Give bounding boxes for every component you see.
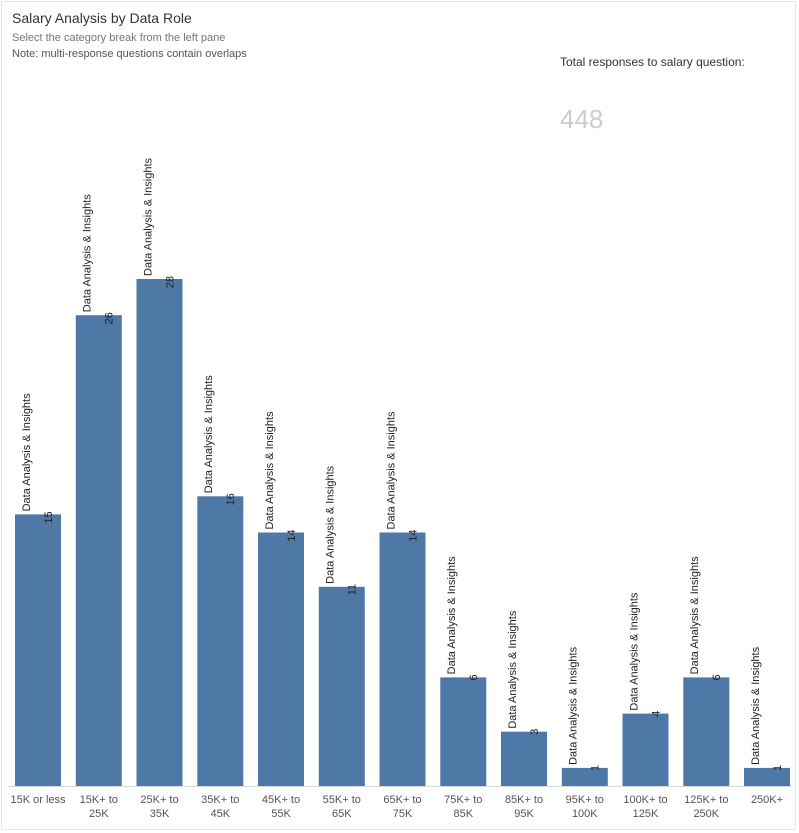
bar-value-label-10: 4	[651, 711, 663, 717]
x-tick-label-11-1: 250K	[693, 808, 719, 820]
bar-7[interactable]	[440, 677, 487, 786]
x-tick-label-6-1: 75K	[393, 808, 413, 820]
x-tick-label-2-1: 35K	[150, 808, 170, 820]
bar-series-label-10: Data Analysis & Insights	[629, 592, 641, 711]
bar-series-label-11: Data Analysis & Insights	[689, 556, 701, 675]
x-tick-label-12-0: 250K+	[751, 794, 783, 806]
x-tick-label-5-0: 55K+ to	[323, 794, 361, 806]
total-responses-label: Total responses to salary question:	[560, 55, 745, 69]
bar-value-label-0: 15	[43, 511, 55, 523]
x-tick-label-10-1: 125K	[633, 808, 659, 820]
x-tick-label-10-0: 100K+ to	[623, 794, 667, 806]
bar-8[interactable]	[501, 731, 547, 786]
bar-series-label-5: Data Analysis & Insights	[325, 465, 337, 584]
x-tick-label-9-1: 100K	[572, 808, 598, 820]
bar-series-label-3: Data Analysis & Insights	[203, 375, 215, 494]
bar-value-label-8: 3	[529, 729, 541, 735]
bar-series-label-6: Data Analysis & Insights	[386, 411, 398, 530]
bar-1[interactable]	[75, 315, 122, 786]
bar-series-label-8: Data Analysis & Insights	[507, 610, 519, 729]
x-tick-label-4-0: 45K+ to	[262, 794, 300, 806]
bar-11[interactable]	[683, 677, 730, 786]
bar-series-label-4: Data Analysis & Insights	[264, 411, 276, 530]
x-tick-label-4-1: 55K	[271, 808, 291, 820]
bar-series-label-12: Data Analysis & Insights	[750, 646, 762, 765]
bar-12[interactable]	[744, 767, 790, 786]
bar-value-label-3: 16	[225, 493, 237, 505]
x-tick-label-8-0: 85K+ to	[505, 794, 543, 806]
bar-series-label-7: Data Analysis & Insights	[446, 556, 458, 675]
bar-value-label-11: 6	[711, 674, 723, 680]
bar-value-label-12: 1	[772, 765, 784, 771]
x-tick-label-3-1: 45K	[211, 808, 231, 820]
bar-9[interactable]	[561, 767, 608, 786]
x-tick-label-0-0: 15K or less	[10, 794, 66, 806]
chart-subtitle: Select the category break from the left …	[12, 32, 226, 44]
x-tick-label-3-0: 35K+ to	[201, 794, 239, 806]
x-tick-label-9-0: 95K+ to	[566, 794, 604, 806]
bar-value-label-4: 14	[286, 530, 298, 542]
bar-5[interactable]	[318, 586, 365, 786]
total-responses-value: 448	[560, 104, 604, 134]
x-tick-label-6-0: 65K+ to	[383, 794, 421, 806]
x-tick-label-1-0: 15K+ to	[80, 794, 118, 806]
bar-value-label-5: 11	[347, 584, 359, 595]
bar-0[interactable]	[15, 514, 61, 786]
bar-series-label-9: Data Analysis & Insights	[568, 646, 580, 765]
bar-value-label-2: 28	[165, 276, 177, 288]
bar-series-label-1: Data Analysis & Insights	[82, 194, 94, 313]
chart-note: Note: multi-response questions contain o…	[12, 48, 247, 60]
bar-6[interactable]	[379, 532, 426, 787]
chart-title: Salary Analysis by Data Role	[12, 10, 192, 26]
bar-series-label-0: Data Analysis & Insights	[21, 393, 33, 512]
bar-10[interactable]	[622, 713, 669, 786]
x-tick-label-5-1: 65K	[332, 808, 352, 820]
x-tick-label-8-1: 95K	[514, 808, 534, 820]
x-tick-label-11-0: 125K+ to	[684, 794, 728, 806]
bar-value-label-7: 6	[468, 674, 480, 680]
x-tick-label-7-1: 85K	[454, 808, 474, 820]
bar-value-label-6: 14	[408, 530, 420, 542]
x-tick-label-7-0: 75K+ to	[444, 794, 482, 806]
bar-3[interactable]	[197, 496, 244, 786]
bar-series-label-2: Data Analysis & Insights	[143, 157, 155, 276]
x-tick-label-2-0: 25K+ to	[140, 794, 178, 806]
bar-value-label-9: 1	[590, 765, 602, 771]
bar-4[interactable]	[258, 532, 304, 787]
bar-value-label-1: 26	[104, 312, 116, 324]
x-tick-label-1-1: 25K	[89, 808, 109, 820]
bar-2[interactable]	[136, 279, 183, 786]
